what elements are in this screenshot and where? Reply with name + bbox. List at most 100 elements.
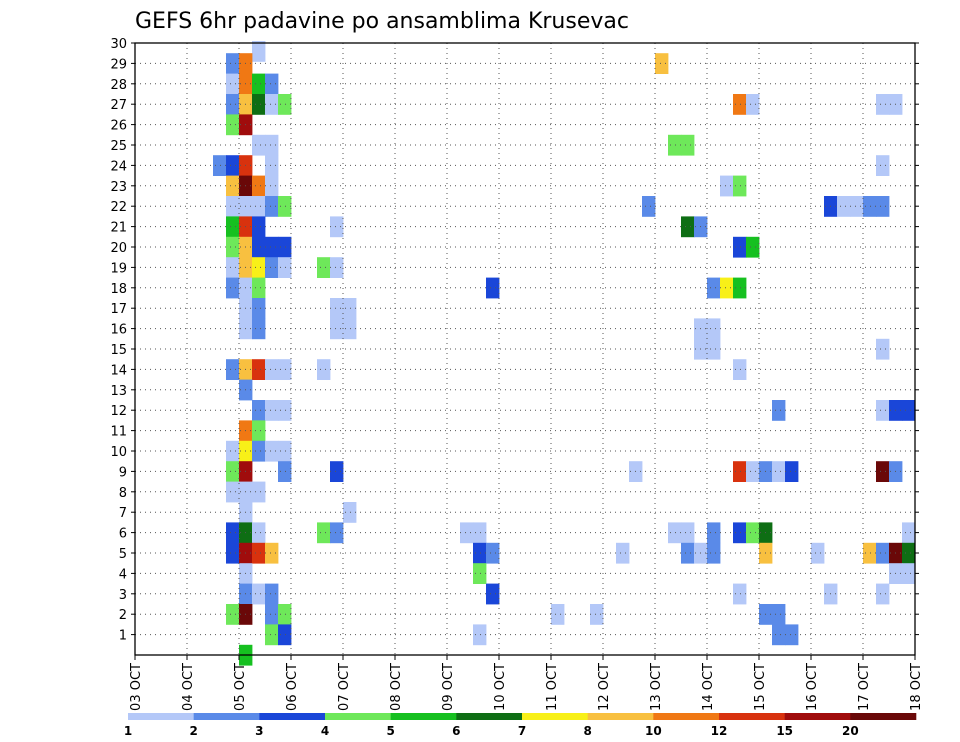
colorbar-label: 8 <box>583 724 591 738</box>
precip-cell <box>265 155 279 176</box>
x-tick-label: 17 OCT <box>857 663 872 711</box>
precip-cell <box>278 257 292 278</box>
y-tick-label: 2 <box>119 608 127 623</box>
precip-cell <box>681 542 695 564</box>
precip-cell <box>265 134 279 156</box>
y-tick-label: 12 <box>110 404 127 419</box>
precip-cell <box>317 257 331 278</box>
precip-cell <box>733 94 747 115</box>
precip-cell <box>278 440 292 462</box>
y-tick-label: 26 <box>110 119 127 134</box>
precip-cell <box>486 277 500 299</box>
y-tick-label: 20 <box>110 241 127 256</box>
y-tick-label: 27 <box>110 98 127 113</box>
colorbar-segment <box>653 713 720 720</box>
precip-cell <box>252 298 266 319</box>
precip-cell <box>902 563 916 584</box>
colorbar-label: 10 <box>645 724 662 738</box>
precip-cell <box>733 359 747 380</box>
precip-cell <box>252 41 266 62</box>
precip-cell <box>278 359 292 380</box>
x-tick-label: 05 OCT <box>233 663 248 711</box>
precip-cell <box>226 257 240 278</box>
colorbar-label: 15 <box>776 724 793 738</box>
precip-cell <box>278 196 292 217</box>
precip-cell <box>707 318 721 340</box>
y-tick-label: 29 <box>110 57 127 72</box>
x-tick-label: 07 OCT <box>337 663 352 711</box>
precip-cell <box>265 542 279 564</box>
precip-cell <box>707 522 721 544</box>
precip-cell <box>681 216 695 238</box>
precip-cell <box>265 175 279 197</box>
precip-cell <box>785 624 799 646</box>
precip-cell <box>252 236 266 258</box>
precip-cell <box>278 604 292 625</box>
x-tick-label: 03 OCT <box>129 663 144 711</box>
precip-cell <box>265 400 279 421</box>
precip-cell <box>265 257 279 278</box>
precip-cell <box>876 94 890 115</box>
precip-cell <box>252 420 266 442</box>
colorbar-segment <box>390 713 457 720</box>
precip-cell <box>252 400 266 421</box>
precip-cell <box>473 542 487 564</box>
y-tick-label: 11 <box>110 425 127 440</box>
precip-cell <box>226 461 240 482</box>
precip-cell <box>707 277 721 299</box>
precip-cell <box>473 624 487 646</box>
x-tick-label: 13 OCT <box>649 663 664 711</box>
precip-cell <box>486 542 500 564</box>
precip-cell <box>733 522 747 544</box>
precip-cell <box>733 236 747 258</box>
precip-cell <box>278 94 292 115</box>
y-tick-label: 25 <box>110 139 127 154</box>
y-tick-label: 24 <box>110 159 127 174</box>
y-tick-label: 3 <box>119 588 127 603</box>
precip-cell <box>252 359 266 380</box>
precip-cell <box>876 583 890 605</box>
y-tick-label: 9 <box>119 465 127 480</box>
precip-cell <box>772 604 786 625</box>
precip-cell <box>252 440 266 462</box>
precip-cell <box>252 277 266 299</box>
precip-cell <box>460 522 474 544</box>
precip-cell <box>226 542 240 564</box>
colorbar-label: 20 <box>842 724 859 738</box>
colorbar-segment <box>850 713 917 720</box>
y-tick-label: 19 <box>110 261 127 276</box>
x-tick-label: 10 OCT <box>493 663 508 711</box>
precip-cell <box>616 542 630 564</box>
y-tick-label: 18 <box>110 282 127 297</box>
precip-cell <box>876 542 890 564</box>
colorbar-segment <box>587 713 654 720</box>
precip-cell <box>343 502 357 523</box>
precip-cell <box>226 175 240 197</box>
precip-cell <box>226 236 240 258</box>
x-tick-label: 12 OCT <box>597 663 612 711</box>
x-axis: 03 OCT 04 OCT 05 OCT 06 OCT 07 OCT 08 OCT 09 O… <box>129 655 924 711</box>
precip-cell <box>863 542 877 564</box>
x-tick-label: 11 OCT <box>545 663 560 711</box>
precip-cell <box>746 94 760 115</box>
precip-cell <box>876 338 890 360</box>
colorbar-label: 4 <box>321 724 329 738</box>
precip-cell <box>226 604 240 625</box>
precip-cell <box>226 481 240 503</box>
precip-cell <box>837 196 851 217</box>
colorbar-segment <box>456 713 523 720</box>
precip-cell <box>707 542 721 564</box>
precip-cell <box>733 277 747 299</box>
y-tick-label: 16 <box>110 323 127 338</box>
y-tick-label: 1 <box>119 629 127 644</box>
precip-cell <box>720 175 734 197</box>
precip-cell <box>681 522 695 544</box>
x-tick-label: 14 OCT <box>701 663 716 711</box>
x-tick-label: 06 OCT <box>285 663 300 711</box>
precip-cell <box>252 196 266 217</box>
y-tick-label: 7 <box>119 506 127 521</box>
colorbar-segment <box>128 713 194 720</box>
precip-cell <box>226 216 240 238</box>
y-tick-label: 22 <box>110 200 127 215</box>
precip-cell <box>772 400 786 421</box>
